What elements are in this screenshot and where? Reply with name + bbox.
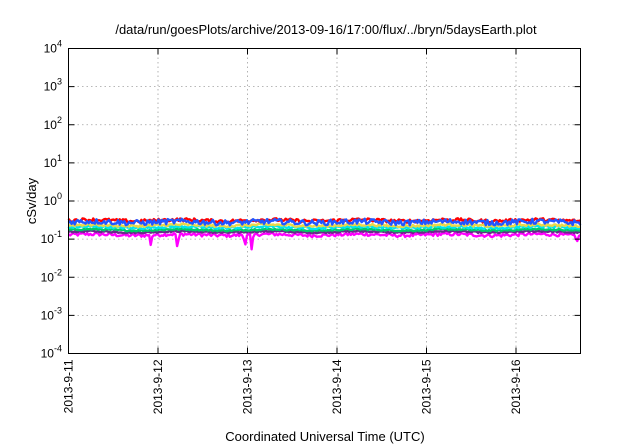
grid-layer — [68, 48, 581, 354]
y-tick-label-base: 10 — [44, 118, 58, 132]
y-tick-label: 100 — [44, 191, 62, 208]
y-tick-label: 10-1 — [41, 229, 62, 246]
y-tick-label-exponent: 2 — [57, 115, 62, 125]
tick-layer — [68, 48, 581, 354]
y-tick-label-exponent: -1 — [54, 229, 62, 239]
y-tick-label: 10-3 — [41, 305, 62, 322]
x-tick-label: 2013-9-11 — [62, 359, 76, 413]
series-line — [67, 229, 581, 235]
y-tick-label: 104 — [44, 39, 62, 56]
y-tick-label: 102 — [44, 115, 62, 132]
series-line — [67, 224, 582, 231]
x-tick-label: 2013-9-14 — [330, 359, 344, 414]
label-layer: 10-410-310-210-11001011021031042013-9-11… — [41, 39, 523, 415]
y-tick-label-exponent: -4 — [54, 344, 62, 354]
y-tick-label-base: 10 — [41, 308, 55, 322]
x-tick-label: 2013-9-16 — [509, 359, 523, 414]
y-tick-label: 10-4 — [41, 344, 62, 361]
series-line — [67, 231, 582, 251]
y-tick-label-exponent: -3 — [54, 305, 62, 315]
y-tick-label-base: 10 — [41, 270, 55, 284]
y-tick-label-base: 10 — [41, 347, 55, 361]
y-tick-label-exponent: 3 — [57, 77, 62, 87]
y-tick-label-base: 10 — [44, 42, 58, 56]
y-tick-label-base: 10 — [44, 80, 58, 94]
y-tick-label-base: 10 — [44, 156, 58, 170]
x-tick-label: 2013-9-12 — [151, 359, 165, 414]
y-tick-label-exponent: 0 — [57, 191, 62, 201]
y-tick-label-base: 10 — [41, 232, 55, 246]
y-tick-label: 10-2 — [41, 267, 62, 284]
chart-title: /data/run/goesPlots/archive/2013-09-16/1… — [115, 22, 537, 37]
x-tick-label: 2013-9-13 — [241, 359, 255, 414]
series-line — [67, 217, 582, 227]
y-tick-label-exponent: -2 — [54, 267, 62, 277]
series-layer — [67, 217, 582, 251]
y-tick-label-base: 10 — [44, 194, 58, 208]
x-tick-label: 2013-9-15 — [420, 359, 434, 414]
y-tick-label-exponent: 4 — [57, 39, 62, 49]
y-axis-label: cSv/day — [24, 177, 39, 224]
y-tick-label: 101 — [44, 153, 62, 170]
y-tick-label: 103 — [44, 77, 62, 94]
x-axis-label: Coordinated Universal Time (UTC) — [225, 429, 424, 444]
y-tick-label-exponent: 1 — [57, 153, 62, 163]
